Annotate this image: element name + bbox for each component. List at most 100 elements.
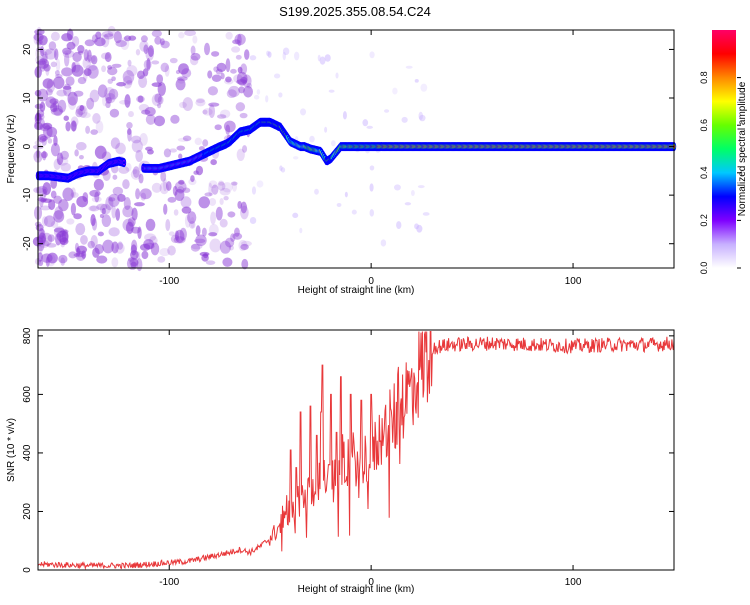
spectrum-noise-blob bbox=[59, 237, 69, 246]
spectrum-noise-blob bbox=[81, 250, 87, 259]
spectrum-noise-blob bbox=[145, 47, 154, 61]
spectrum-noise-blob bbox=[300, 108, 307, 116]
snr-series-line bbox=[37, 331, 675, 571]
spectrum-noise-blob bbox=[65, 76, 75, 86]
spectrum-noise-blob bbox=[230, 233, 236, 242]
spectrum-noise-blob bbox=[56, 156, 69, 166]
spectrum-noise-blob bbox=[292, 212, 299, 219]
spectrum-noise-blob bbox=[324, 126, 328, 133]
spectrum-noise-blob bbox=[101, 214, 112, 228]
spectrum-noise-blob bbox=[145, 114, 156, 125]
spectrum-noise-blob bbox=[60, 257, 66, 266]
spectrum-noise-blob bbox=[56, 152, 64, 166]
spectrum-noise-blob bbox=[80, 235, 88, 245]
spectrum-noise-blob bbox=[139, 40, 149, 52]
spectrum-noise-blob bbox=[96, 255, 108, 264]
spectrum-noise-blob bbox=[231, 46, 241, 53]
spectrum-noise-blob bbox=[58, 199, 69, 212]
spectrum-noise-blob bbox=[91, 196, 102, 203]
spectrum-noise-blob bbox=[42, 122, 53, 130]
colorbar-tick-label: 0.6 bbox=[699, 119, 709, 132]
spectrum-noise-blob bbox=[169, 57, 178, 64]
spectrum-noise-blob bbox=[166, 181, 172, 191]
spectrum-noise-blob bbox=[37, 197, 48, 202]
spectrum-noise-blob bbox=[39, 205, 51, 211]
spectrum-noise-blob bbox=[195, 98, 206, 107]
spectrum-noise-blob bbox=[235, 102, 246, 112]
spectrum-noise-blob bbox=[48, 199, 56, 211]
spectrum-noise-blob bbox=[203, 252, 209, 259]
spectrum-noise-blob bbox=[198, 146, 205, 151]
spectrum-noise-blob bbox=[159, 248, 171, 257]
spectrum-noise-blob bbox=[170, 234, 180, 244]
spectrum-noise-blob bbox=[160, 40, 170, 49]
spectrum-noise-blob bbox=[422, 212, 430, 216]
spectrum-noise-blob bbox=[221, 182, 233, 193]
spectrum-noise-blob bbox=[163, 148, 172, 158]
spectrum-noise-blob bbox=[414, 78, 419, 83]
spectrum-noise-blob bbox=[192, 35, 198, 44]
spectrum-noise-blob bbox=[238, 239, 248, 252]
spectrum-noise-blob bbox=[282, 47, 290, 56]
spectrum-noise-blob bbox=[249, 55, 257, 61]
spectrogram-y-tick-label: 20 bbox=[22, 43, 33, 55]
spectrum-noise-blob bbox=[225, 58, 231, 73]
spectrum-noise-blob bbox=[190, 243, 203, 250]
spectrum-noise-blob bbox=[105, 196, 114, 211]
spectrum-noise-blob bbox=[82, 57, 91, 70]
spectrum-noise-blob bbox=[46, 79, 56, 93]
spectrogram-y-tick-label: 0 bbox=[22, 143, 33, 149]
spectrum-noise-blob bbox=[49, 98, 59, 105]
spectrum-noise-blob bbox=[309, 135, 315, 143]
spectrum-noise-blob bbox=[50, 142, 61, 157]
snr-panel: -100 0 100 0 200 400 600 800 Height of straight… bbox=[6, 327, 675, 595]
spectrum-noise-blob bbox=[94, 145, 107, 159]
spectrum-noise-blob bbox=[416, 224, 423, 233]
spectrum-noise-blob bbox=[37, 58, 50, 69]
spectrum-noise-blob bbox=[136, 258, 143, 272]
spectrum-noise-blob bbox=[201, 227, 207, 237]
spectrum-noise-blob bbox=[123, 196, 131, 210]
spectrum-noise-blob bbox=[70, 120, 77, 132]
spectrum-noise-blob bbox=[43, 215, 56, 228]
spectrum-noise-blob bbox=[111, 63, 122, 68]
spectrum-noise-blob bbox=[131, 207, 138, 221]
spectrum-noise-blob bbox=[107, 78, 113, 84]
spectrum-noise-blob bbox=[53, 158, 61, 170]
spectrum-noise-blob bbox=[157, 95, 164, 105]
spectrum-noise-blob bbox=[241, 258, 249, 270]
spectrum-noise-blob bbox=[175, 229, 185, 243]
spectrum-noise-blob bbox=[226, 89, 237, 99]
spectrum-noise-blob bbox=[256, 89, 261, 95]
spectrum-noise-blob bbox=[164, 65, 170, 77]
spectrum-noise-blob bbox=[369, 51, 375, 59]
spectrum-noise-blob bbox=[90, 55, 98, 65]
spectrum-noise-blob bbox=[253, 94, 260, 100]
spectrum-noise-blob bbox=[219, 240, 232, 254]
spectrum-noise-blob bbox=[122, 179, 130, 190]
spectrum-noise-blob bbox=[236, 148, 245, 162]
spectrum-noise-blob bbox=[115, 208, 121, 221]
spectrum-noise-blob bbox=[87, 49, 92, 62]
spectrum-noise-blob bbox=[240, 63, 248, 75]
spectrum-noise-blob bbox=[218, 180, 225, 186]
spectrum-noise-blob bbox=[90, 213, 96, 226]
spectrum-noise-blob bbox=[95, 31, 102, 40]
spectrum-noise-blob bbox=[243, 85, 253, 98]
spectrum-noise-blob bbox=[105, 92, 116, 104]
spectrum-noise-blob bbox=[50, 107, 63, 116]
spectrum-noise-blob bbox=[179, 101, 187, 109]
spectrum-noise-blob bbox=[39, 135, 48, 142]
spectrum-noise-blob bbox=[135, 188, 141, 200]
spectrum-noise-blob bbox=[63, 115, 69, 121]
spectrum-noise-blob bbox=[143, 239, 155, 250]
spectrum-noise-blob bbox=[50, 61, 57, 68]
spectrum-noise-blob bbox=[181, 206, 192, 214]
spectrogram-y-tick-label: -20 bbox=[22, 236, 33, 251]
spectrum-noise-blob bbox=[58, 254, 68, 264]
spectrum-noise-blob bbox=[180, 196, 192, 208]
spectrum-noise-blob bbox=[108, 193, 120, 207]
spectrum-noise-blob bbox=[244, 49, 250, 60]
spectrum-noise-blob bbox=[208, 223, 219, 236]
